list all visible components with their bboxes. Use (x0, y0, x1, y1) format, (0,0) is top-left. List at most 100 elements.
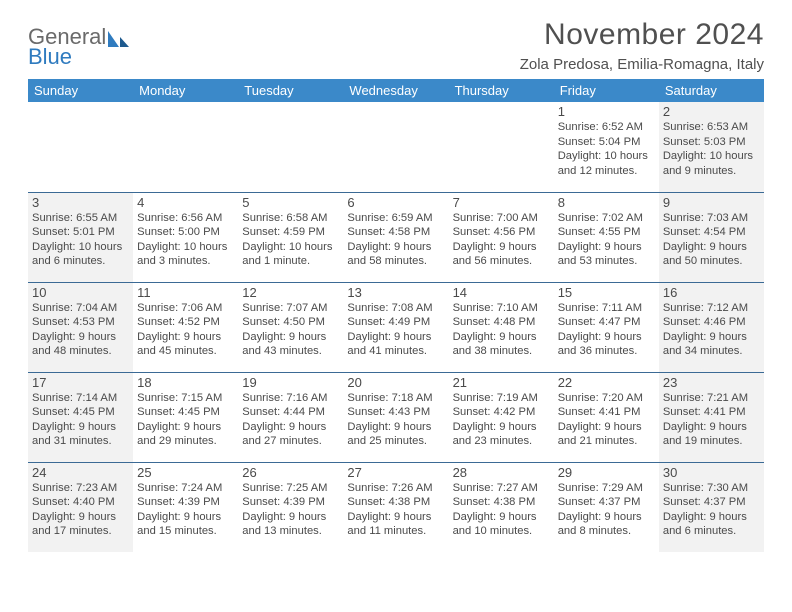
sunset-text: Sunset: 4:54 PM (663, 225, 760, 240)
sunset-text: Sunset: 5:01 PM (32, 225, 129, 240)
sunrise-text: Sunrise: 7:30 AM (663, 481, 760, 496)
weekday-monday: Monday (133, 79, 238, 102)
daylight-text: Daylight: 9 hours and 8 minutes. (558, 510, 655, 539)
day-cell: 13Sunrise: 7:08 AMSunset: 4:49 PMDayligh… (343, 282, 448, 372)
day-info: Sunrise: 7:27 AMSunset: 4:38 PMDaylight:… (453, 481, 550, 539)
day-cell: 27Sunrise: 7:26 AMSunset: 4:38 PMDayligh… (343, 462, 448, 552)
sunrise-text: Sunrise: 7:11 AM (558, 301, 655, 316)
sunset-text: Sunset: 4:52 PM (137, 315, 234, 330)
day-info: Sunrise: 7:02 AMSunset: 4:55 PMDaylight:… (558, 211, 655, 269)
weekday-wednesday: Wednesday (343, 79, 448, 102)
day-info: Sunrise: 7:24 AMSunset: 4:39 PMDaylight:… (137, 481, 234, 539)
daylight-text: Daylight: 9 hours and 23 minutes. (453, 420, 550, 449)
sunrise-text: Sunrise: 7:07 AM (242, 301, 339, 316)
day-number: 16 (663, 285, 760, 300)
day-info: Sunrise: 7:07 AMSunset: 4:50 PMDaylight:… (242, 301, 339, 359)
day-number: 19 (242, 375, 339, 390)
daylight-text: Daylight: 9 hours and 48 minutes. (32, 330, 129, 359)
location-text: Zola Predosa, Emilia-Romagna, Italy (520, 56, 764, 73)
week-row: 24Sunrise: 7:23 AMSunset: 4:40 PMDayligh… (28, 462, 764, 552)
day-cell (449, 102, 554, 192)
sunset-text: Sunset: 4:44 PM (242, 405, 339, 420)
sunset-text: Sunset: 5:04 PM (558, 135, 655, 150)
day-cell: 7Sunrise: 7:00 AMSunset: 4:56 PMDaylight… (449, 192, 554, 282)
daylight-text: Daylight: 9 hours and 29 minutes. (137, 420, 234, 449)
day-info: Sunrise: 6:52 AMSunset: 5:04 PMDaylight:… (558, 120, 655, 178)
day-number: 26 (242, 465, 339, 480)
daylight-text: Daylight: 10 hours and 9 minutes. (663, 149, 760, 178)
day-cell (133, 102, 238, 192)
sunset-text: Sunset: 4:38 PM (453, 495, 550, 510)
day-number: 12 (242, 285, 339, 300)
sunset-text: Sunset: 4:55 PM (558, 225, 655, 240)
day-cell: 18Sunrise: 7:15 AMSunset: 4:45 PMDayligh… (133, 372, 238, 462)
title-block: November 2024 Zola Predosa, Emilia-Romag… (520, 18, 764, 73)
day-cell: 3Sunrise: 6:55 AMSunset: 5:01 PMDaylight… (28, 192, 133, 282)
sunrise-text: Sunrise: 7:19 AM (453, 391, 550, 406)
daylight-text: Daylight: 9 hours and 50 minutes. (663, 240, 760, 269)
weekday-saturday: Saturday (659, 79, 764, 102)
sunset-text: Sunset: 4:39 PM (242, 495, 339, 510)
header: GeneralBlue November 2024 Zola Predosa, … (28, 18, 764, 73)
day-info: Sunrise: 7:29 AMSunset: 4:37 PMDaylight:… (558, 481, 655, 539)
day-number: 17 (32, 375, 129, 390)
sunrise-text: Sunrise: 6:55 AM (32, 211, 129, 226)
day-cell: 17Sunrise: 7:14 AMSunset: 4:45 PMDayligh… (28, 372, 133, 462)
sunset-text: Sunset: 4:37 PM (558, 495, 655, 510)
day-number: 14 (453, 285, 550, 300)
daylight-text: Daylight: 9 hours and 45 minutes. (137, 330, 234, 359)
day-cell: 21Sunrise: 7:19 AMSunset: 4:42 PMDayligh… (449, 372, 554, 462)
day-info: Sunrise: 7:15 AMSunset: 4:45 PMDaylight:… (137, 391, 234, 449)
daylight-text: Daylight: 10 hours and 6 minutes. (32, 240, 129, 269)
daylight-text: Daylight: 9 hours and 6 minutes. (663, 510, 760, 539)
calendar-table: SundayMondayTuesdayWednesdayThursdayFrid… (28, 79, 764, 552)
day-number: 25 (137, 465, 234, 480)
sunset-text: Sunset: 4:49 PM (347, 315, 444, 330)
day-number: 23 (663, 375, 760, 390)
sunrise-text: Sunrise: 7:16 AM (242, 391, 339, 406)
sunrise-text: Sunrise: 7:21 AM (663, 391, 760, 406)
day-number: 22 (558, 375, 655, 390)
day-cell (28, 102, 133, 192)
day-info: Sunrise: 7:11 AMSunset: 4:47 PMDaylight:… (558, 301, 655, 359)
day-number: 15 (558, 285, 655, 300)
day-cell: 19Sunrise: 7:16 AMSunset: 4:44 PMDayligh… (238, 372, 343, 462)
sunrise-text: Sunrise: 7:08 AM (347, 301, 444, 316)
daylight-text: Daylight: 10 hours and 12 minutes. (558, 149, 655, 178)
daylight-text: Daylight: 9 hours and 38 minutes. (453, 330, 550, 359)
sunrise-text: Sunrise: 6:58 AM (242, 211, 339, 226)
sunset-text: Sunset: 4:58 PM (347, 225, 444, 240)
day-number: 27 (347, 465, 444, 480)
sunrise-text: Sunrise: 7:23 AM (32, 481, 129, 496)
sunrise-text: Sunrise: 7:18 AM (347, 391, 444, 406)
day-number: 20 (347, 375, 444, 390)
sunrise-text: Sunrise: 7:12 AM (663, 301, 760, 316)
calendar-body: 1Sunrise: 6:52 AMSunset: 5:04 PMDaylight… (28, 102, 764, 552)
day-info: Sunrise: 7:08 AMSunset: 4:49 PMDaylight:… (347, 301, 444, 359)
sunset-text: Sunset: 4:37 PM (663, 495, 760, 510)
page: GeneralBlue November 2024 Zola Predosa, … (0, 0, 792, 552)
daylight-text: Daylight: 9 hours and 13 minutes. (242, 510, 339, 539)
day-info: Sunrise: 7:14 AMSunset: 4:45 PMDaylight:… (32, 391, 129, 449)
day-cell: 20Sunrise: 7:18 AMSunset: 4:43 PMDayligh… (343, 372, 448, 462)
weekday-tuesday: Tuesday (238, 79, 343, 102)
day-cell: 11Sunrise: 7:06 AMSunset: 4:52 PMDayligh… (133, 282, 238, 372)
day-cell: 5Sunrise: 6:58 AMSunset: 4:59 PMDaylight… (238, 192, 343, 282)
sunset-text: Sunset: 4:46 PM (663, 315, 760, 330)
sunrise-text: Sunrise: 7:26 AM (347, 481, 444, 496)
sunset-text: Sunset: 5:00 PM (137, 225, 234, 240)
sunrise-text: Sunrise: 7:29 AM (558, 481, 655, 496)
sunrise-text: Sunrise: 7:24 AM (137, 481, 234, 496)
daylight-text: Daylight: 9 hours and 15 minutes. (137, 510, 234, 539)
sunset-text: Sunset: 4:48 PM (453, 315, 550, 330)
weekday-thursday: Thursday (449, 79, 554, 102)
day-number: 29 (558, 465, 655, 480)
sunrise-text: Sunrise: 7:14 AM (32, 391, 129, 406)
day-number: 18 (137, 375, 234, 390)
sunset-text: Sunset: 4:39 PM (137, 495, 234, 510)
sunrise-text: Sunrise: 7:10 AM (453, 301, 550, 316)
day-cell (343, 102, 448, 192)
day-cell: 2Sunrise: 6:53 AMSunset: 5:03 PMDaylight… (659, 102, 764, 192)
day-number: 4 (137, 195, 234, 210)
daylight-text: Daylight: 9 hours and 36 minutes. (558, 330, 655, 359)
